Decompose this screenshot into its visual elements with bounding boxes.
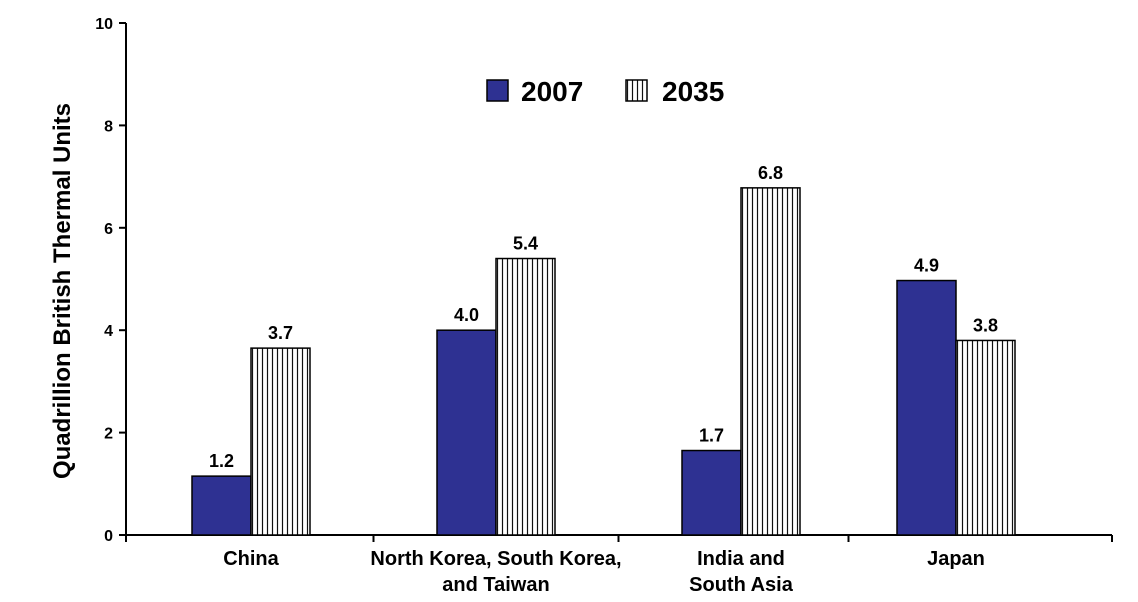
bar-value-label: 4.9 — [914, 256, 939, 276]
x-category-label-line: Japan — [927, 548, 985, 570]
bar-2007 — [191, 475, 252, 536]
bar-2007 — [436, 329, 497, 536]
bar-2035 — [955, 339, 1016, 536]
x-category-label-line: India and — [697, 548, 785, 570]
y-tick-label: 2 — [104, 426, 113, 443]
x-category-label-line: and Taiwan — [442, 574, 549, 596]
x-category-label-line: North Korea, South Korea, — [370, 548, 621, 570]
y-tick-label: 0 — [104, 528, 113, 545]
x-category-label: Japan — [927, 548, 985, 570]
bar-2035 — [495, 257, 556, 536]
x-category-label-line: South Asia — [689, 574, 794, 596]
labels-layer: 1.2 4.0 1.7 4.9 3.7 5.4 6.8 3.8 — [209, 163, 998, 471]
bar-value-label: 5.4 — [513, 234, 538, 254]
bar-value-label: 4.0 — [454, 305, 479, 325]
bar-2007 — [896, 279, 957, 536]
bar-2007 — [681, 449, 742, 536]
legend-label-2007: 2007 — [521, 76, 583, 107]
bar-value-label: 1.7 — [699, 426, 724, 446]
legend-swatch-2035 — [625, 79, 648, 102]
x-category-label: North Korea, South Korea, and Taiwan — [370, 548, 621, 596]
x-category-label-line: China — [223, 548, 279, 570]
y-tick-label: 10 — [95, 16, 113, 33]
x-category-label: China — [223, 548, 279, 570]
axes-layer: 0 2 4 6 8 10 Quadrillion British Thermal Units… — [49, 16, 1113, 596]
x-category-label: India and South Asia — [689, 548, 794, 596]
bar-2035 — [250, 347, 311, 536]
legend: 2007 2035 — [486, 76, 724, 107]
bar-value-label: 6.8 — [758, 163, 783, 183]
bar-value-label: 3.7 — [268, 323, 293, 343]
y-tick-label: 4 — [104, 323, 113, 340]
y-axis-title: Quadrillion British Thermal Units — [49, 103, 76, 479]
bar-value-label: 1.2 — [209, 451, 234, 471]
y-tick-label: 8 — [104, 118, 113, 135]
bar-value-label: 3.8 — [973, 315, 998, 335]
legend-label-2035: 2035 — [662, 76, 724, 107]
bars-layer — [191, 187, 1016, 536]
y-tick-label: 6 — [104, 221, 113, 238]
bar-2035 — [740, 187, 801, 536]
legend-swatch-2007 — [486, 79, 509, 102]
